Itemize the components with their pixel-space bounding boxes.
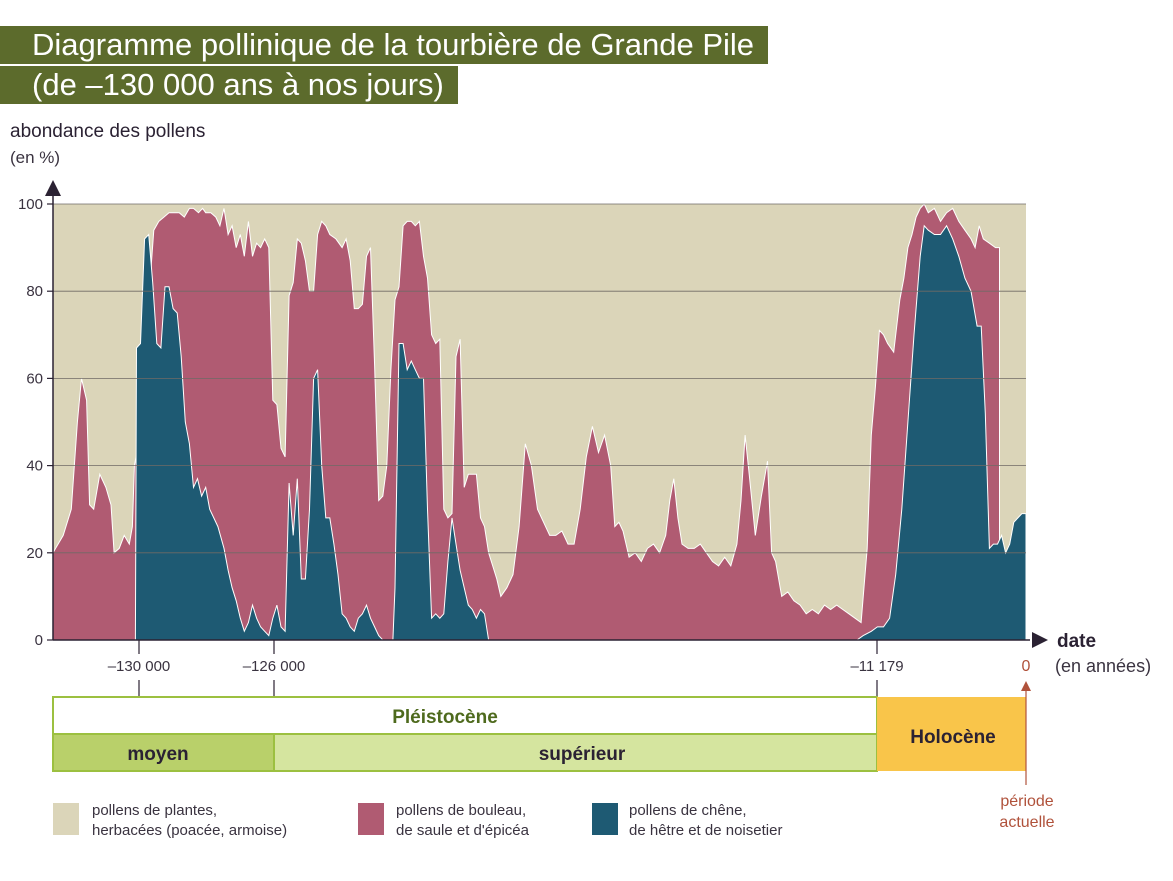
legend-herbaceous-line1: pollens de plantes, bbox=[92, 802, 217, 819]
x-tick-label-130000: –130 000 bbox=[108, 658, 171, 675]
upper-pleistocene-band bbox=[273, 733, 878, 772]
legend-oak-line1: pollens de chêne, bbox=[629, 802, 747, 819]
middle-pleistocene-band bbox=[52, 733, 275, 772]
legend-swatch-birch bbox=[358, 803, 384, 835]
y-axis-label: abondance des pollens bbox=[10, 121, 206, 142]
holocene-label: Holocène bbox=[910, 727, 996, 748]
chart-title-line-1: Diagramme pollinique de la tourbière de … bbox=[0, 26, 769, 64]
holocene-band bbox=[877, 697, 1026, 771]
x-axis-unit: (en années) bbox=[1055, 656, 1151, 676]
x-tick-label-0: 0 bbox=[1022, 658, 1031, 675]
y-tick-label-100: 100 bbox=[18, 196, 43, 213]
y-axis-arrow-icon bbox=[45, 180, 61, 196]
y-tick-label-0: 0 bbox=[35, 632, 43, 649]
chart-title-line-2: (de –130 000 ans à nos jours) bbox=[0, 66, 458, 104]
oak-beech-hazel-area bbox=[53, 224, 1027, 641]
present-period-label-2: actuelle bbox=[999, 814, 1054, 831]
legend-herbaceous-line2: herbacées (poacée, armoise) bbox=[92, 822, 287, 839]
y-tick-label-40: 40 bbox=[26, 458, 43, 475]
middle-pleistocene-label: moyen bbox=[127, 744, 188, 765]
present-period-label-1: période bbox=[1000, 793, 1053, 810]
legend-oak-line2: de hêtre et de noisetier bbox=[629, 822, 782, 839]
y-tick-label-60: 60 bbox=[26, 370, 43, 387]
y-tick-label-20: 20 bbox=[26, 545, 43, 562]
legend-birch-line1: pollens de bouleau, bbox=[396, 802, 526, 819]
x-axis-label: date bbox=[1057, 631, 1096, 652]
pleistocene-label: Pléistocène bbox=[392, 707, 498, 728]
x-axis-arrow-icon bbox=[1032, 632, 1048, 648]
legend-swatch-oak bbox=[592, 803, 618, 835]
legend-swatch-herbaceous bbox=[53, 803, 79, 835]
x-tick-label-11179: –11 179 bbox=[850, 658, 903, 675]
gridlines bbox=[53, 203, 1026, 554]
x-tick-label-126000: –126 000 bbox=[243, 658, 306, 675]
legend-birch-line2: de saule et d'épicéa bbox=[396, 822, 530, 839]
present-marker-arrow-icon bbox=[1021, 681, 1031, 691]
y-axis-unit: (en %) bbox=[10, 148, 61, 167]
y-tick-label-80: 80 bbox=[26, 283, 43, 300]
upper-pleistocene-label: supérieur bbox=[539, 744, 626, 765]
y-ticks: 0 20 40 60 80 100 bbox=[18, 196, 53, 649]
